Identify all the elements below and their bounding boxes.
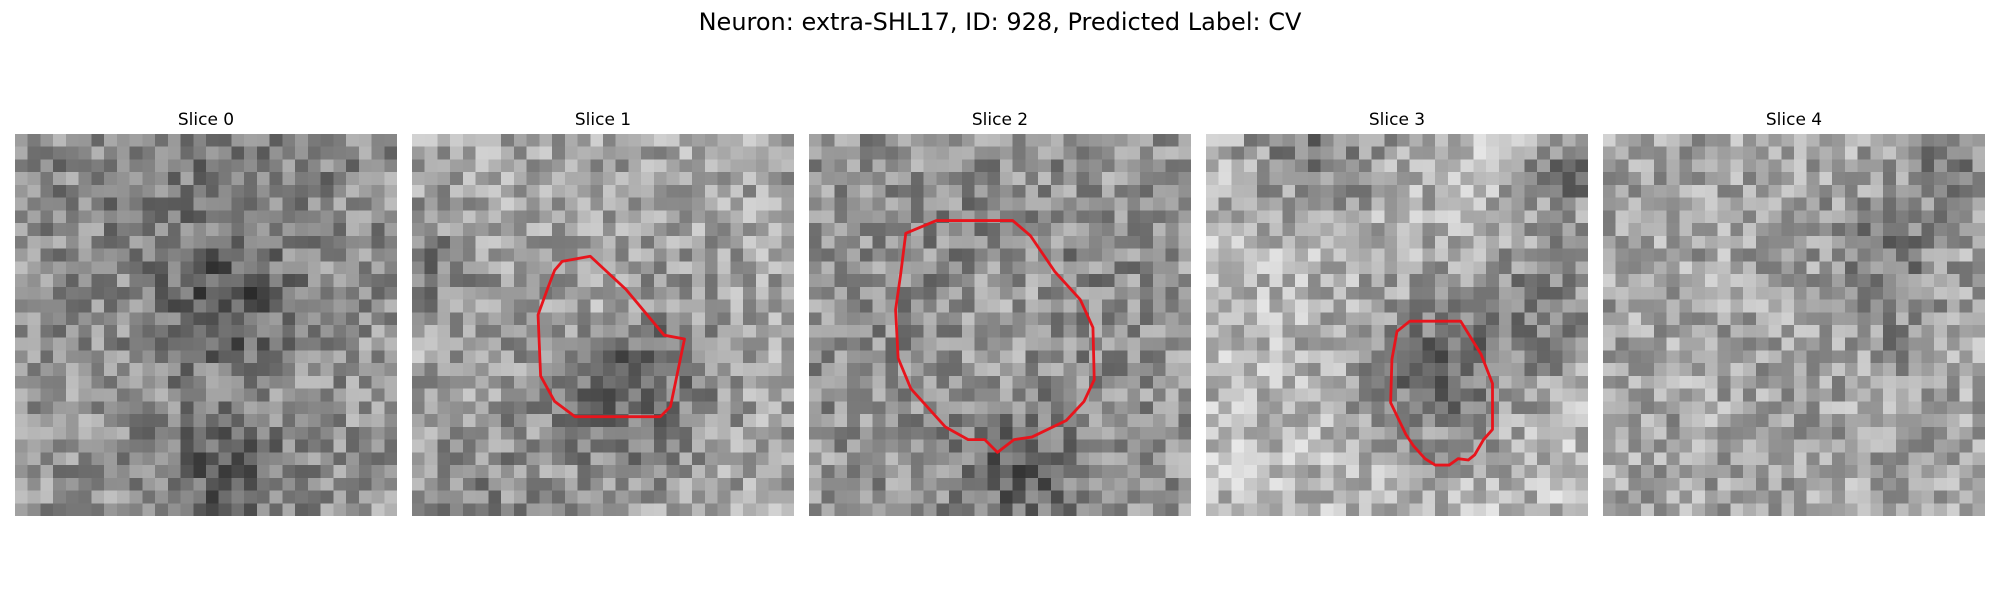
segmentation-contour-1 xyxy=(536,254,686,419)
slice-image-2 xyxy=(809,134,1191,516)
slice-panel-2: Slice 2 xyxy=(809,110,1191,516)
slice-pixels-0 xyxy=(15,134,397,516)
slice-pixels-2 xyxy=(809,134,1191,516)
slice-title-0: Slice 0 xyxy=(177,110,235,130)
slice-panel-1: Slice 1 xyxy=(412,110,794,516)
slice-image-4 xyxy=(1603,134,1985,516)
slice-image-1 xyxy=(412,134,794,516)
figure-title: Neuron: extra-SHL17, ID: 928, Predicted … xyxy=(698,8,1302,36)
slice-title-2: Slice 2 xyxy=(971,110,1029,130)
slice-title-1: Slice 1 xyxy=(574,110,632,130)
slice-title-3: Slice 3 xyxy=(1368,110,1426,130)
slice-image-0 xyxy=(15,134,397,516)
slice-image-3 xyxy=(1206,134,1588,516)
slice-pixels-3 xyxy=(1206,134,1588,516)
slice-panel-3: Slice 3 xyxy=(1206,110,1588,516)
segmentation-contour-2 xyxy=(894,219,1096,454)
slice-title-4: Slice 4 xyxy=(1765,110,1823,130)
slice-panel-4: Slice 4 xyxy=(1603,110,1985,516)
segmentation-contour-3 xyxy=(1389,319,1494,467)
slice-pixels-1 xyxy=(412,134,794,516)
slice-panel-0: Slice 0 xyxy=(15,110,397,516)
slice-pixels-4 xyxy=(1603,134,1985,516)
